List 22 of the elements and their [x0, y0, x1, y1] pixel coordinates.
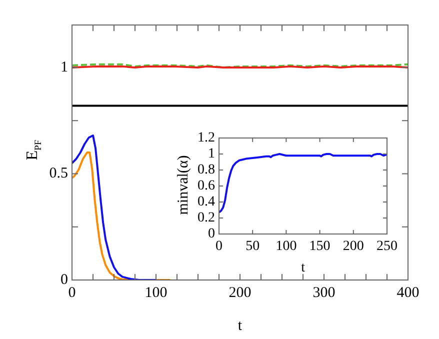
y-tick-label: 0.5: [49, 166, 68, 182]
x-tick-label: 100: [144, 284, 168, 301]
y-tick-label: 0.2: [198, 210, 215, 226]
y-tick-label: 0.8: [198, 162, 215, 178]
x-tick-label: 200: [228, 284, 252, 301]
x-tick-label: 300: [312, 284, 336, 301]
x-tick-label: 250: [376, 239, 398, 254]
y-tick-label: 0.6: [198, 178, 215, 194]
y-tick-label: 0: [60, 272, 68, 288]
y-tick-label: 0: [208, 226, 215, 242]
y-tick-label: 1: [208, 146, 215, 162]
x-tick-label: 200: [342, 239, 364, 254]
y-tick-label: 1.2: [198, 130, 215, 146]
y-tick-label: 1: [60, 59, 68, 76]
y-axis-title: minval(α): [176, 155, 192, 215]
y-tick-label: 0.4: [198, 194, 215, 210]
x-axis-title: t: [238, 318, 243, 334]
x-tick-label: 50: [246, 239, 260, 254]
x-axis-title: t: [301, 260, 306, 276]
x-tick-label: 400: [396, 284, 420, 301]
x-tick-label: 150: [309, 239, 330, 254]
x-tick-label: 100: [276, 239, 297, 254]
